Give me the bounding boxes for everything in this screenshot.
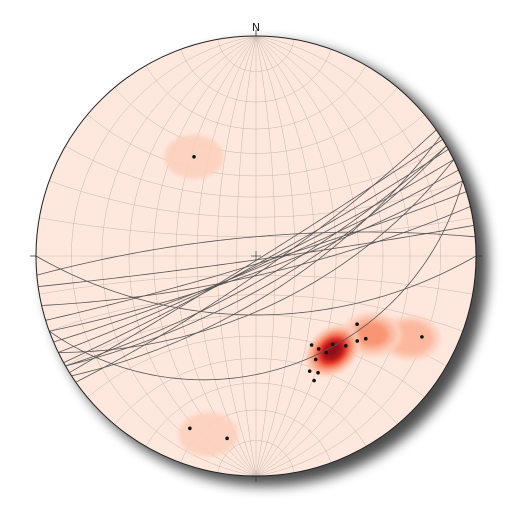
pole-point [420,335,424,339]
great-circle [38,224,474,288]
pole-point [316,347,321,351]
density-contours [164,134,441,457]
pole-point [309,343,314,347]
pole-point [355,339,360,343]
great-circle [36,255,476,316]
great-circle [53,169,459,343]
density-level-1 [178,412,238,457]
great-circle [58,159,455,353]
pole-point [188,426,192,431]
cardinal-ticks [30,30,482,482]
great-circle [65,145,447,367]
pole-point [192,154,196,159]
poles [188,154,424,441]
great-circles [36,129,476,383]
pole-point [307,369,312,373]
pole-point [313,357,318,362]
pole-point [316,370,320,375]
great-circle [41,206,471,306]
density-level-7 [324,343,341,359]
center-cross [251,251,261,261]
pole-point [330,342,335,347]
pole-point [324,350,329,355]
density-level-3 [355,322,389,347]
great-circle [49,180,463,332]
pole-point [355,322,359,326]
north-label: N [252,21,260,34]
pole-point [225,436,229,441]
pole-point [344,344,348,348]
great-circle [71,135,441,377]
great-circle [49,180,464,381]
pole-point [312,378,316,383]
great-circle [75,129,437,383]
great-circle [36,231,476,276]
pole-point [363,336,368,341]
great-circle [65,145,447,367]
